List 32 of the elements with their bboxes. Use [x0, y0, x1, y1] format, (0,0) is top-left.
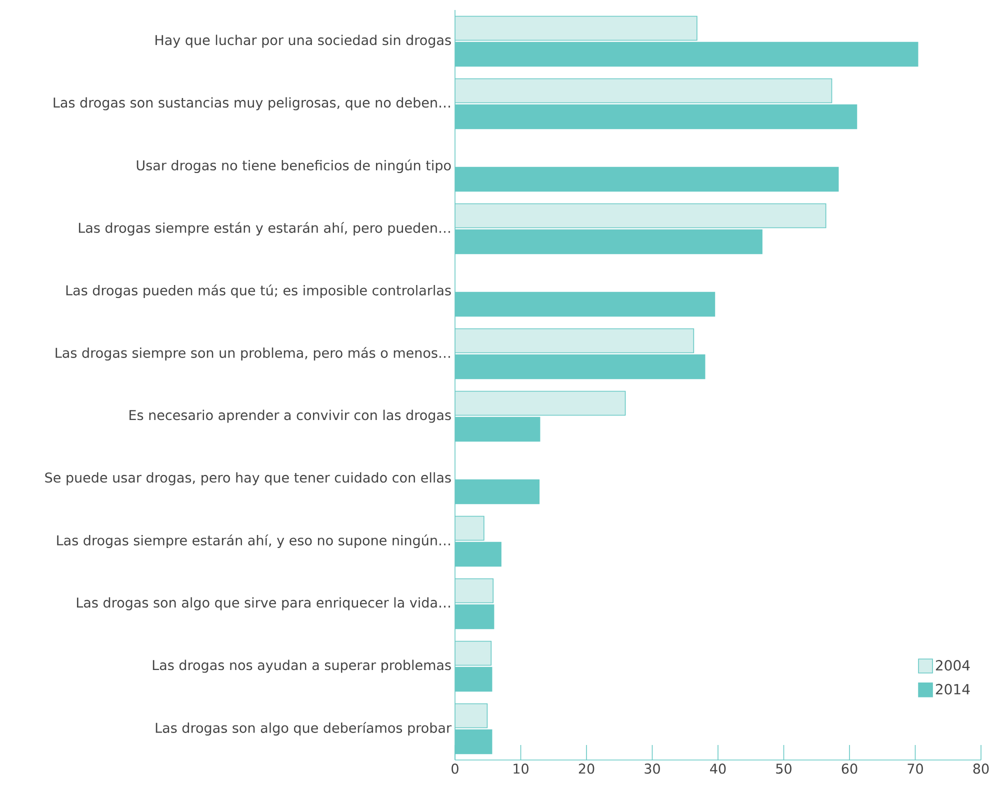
x-tick-label: 10 — [514, 764, 528, 774]
y-tick-label: Las drogas nos ayudan a superar problemas — [152, 660, 451, 673]
x-tick-label: 20 — [578, 764, 594, 774]
y-tick-label: Es necesario aprender a convivir con las drogas — [130, 410, 451, 423]
y-tick-label: Las drogas pueden más que tú; es imposible controlarlas — [66, 284, 451, 298]
bar — [455, 640, 492, 666]
legend-label: 2004 — [936, 660, 970, 671]
bar — [455, 328, 694, 354]
bar — [455, 16, 698, 41]
bar — [455, 390, 626, 416]
bar — [455, 578, 494, 604]
x-tick-label: 60 — [842, 764, 858, 774]
y-tick-label: Usar drogas no tiene beneficios de ningún tipo — [136, 159, 451, 174]
y-tick-label: Se puede usar drogas, pero hay que tener cuidado con ellas — [45, 472, 451, 486]
x-tick-label: 50 — [776, 764, 792, 774]
x-tick-label: 70 — [908, 764, 923, 774]
y-tick-label: Las drogas siempre están y estarán ahí, pero pueden… — [78, 222, 450, 236]
legend-label: 2014 — [936, 684, 970, 695]
y-tick-label: Hay que luchar por una sociedad sin drogas — [156, 34, 451, 48]
y-tick-label: Las drogas son sustancias muy peligrosas, que no deben… — [54, 97, 450, 110]
bar — [455, 516, 484, 541]
x-tick-label: 80 — [973, 764, 989, 774]
x-tick-label: 40 — [710, 764, 726, 774]
y-tick-label: Las drogas siempre son un problema, pero más o menos… — [56, 346, 450, 361]
y-tick-label: Las drogas siempre estarán ahí, y eso no supone ningún… — [57, 534, 450, 548]
y-tick-label: Las drogas son algo que deberíamos probar — [156, 722, 452, 736]
x-tick-label: 30 — [644, 764, 660, 774]
bar — [455, 78, 832, 104]
bar — [455, 703, 488, 728]
y-tick-label: Las drogas son algo que sirve para enriquecer la vida… — [76, 597, 450, 610]
bar — [455, 203, 826, 228]
x-tick-label: 0 — [452, 764, 458, 774]
